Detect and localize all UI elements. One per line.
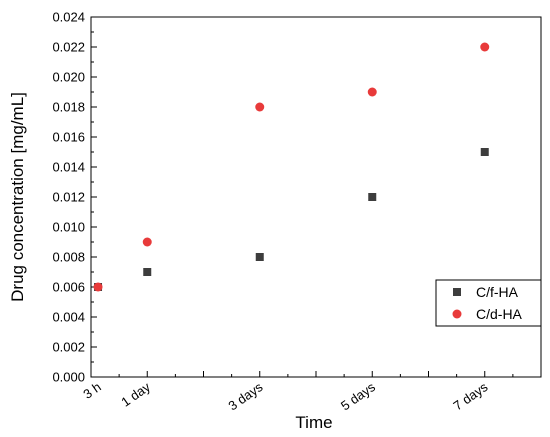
point-c-f-ha [255, 253, 264, 261]
x-tick-label: 5 days [338, 379, 378, 414]
x-tick-label: 7 days [450, 379, 490, 414]
y-tick-label: 0.024 [52, 10, 85, 25]
y-axis: 0.000 0.002 0.004 0.006 0.008 0.010 0.012 0.014… [52, 10, 97, 385]
x-tick-label: 1 day [118, 379, 153, 410]
legend: C/f-HA C/d-HA [435, 279, 542, 327]
legend-marker-c-d-ha [452, 309, 462, 319]
y-tick-label: 0.012 [52, 190, 85, 205]
point-c-d-ha [367, 87, 377, 97]
data-points [93, 42, 490, 292]
y-axis-title: Drug concentration [mg/mL] [8, 92, 27, 302]
point-c-d-ha [255, 102, 265, 112]
y-tick-label: 0.016 [52, 130, 85, 145]
y-tick-label: 0.004 [52, 310, 85, 325]
point-c-f-ha [368, 193, 377, 201]
x-axis-title: Time [295, 413, 332, 432]
point-c-d-ha [480, 42, 490, 52]
y-tick-label: 0.002 [52, 340, 85, 355]
point-c-d-ha [93, 282, 103, 292]
y-tick-label: 0.000 [52, 370, 85, 385]
point-c-f-ha [480, 148, 489, 156]
y-tick-label: 0.020 [52, 70, 85, 85]
y-tick-label: 0.006 [52, 280, 85, 295]
y-tick-label: 0.008 [52, 250, 85, 265]
point-c-f-ha [143, 268, 152, 276]
y-tick-label: 0.010 [52, 220, 85, 235]
y-tick-label: 0.014 [52, 160, 85, 175]
legend-box [435, 279, 542, 327]
y-tick-label: 0.018 [52, 100, 85, 115]
legend-marker-c-f-ha [453, 288, 461, 296]
y-tick-label: 0.022 [52, 40, 85, 55]
x-tick-label: 3 days [225, 379, 265, 414]
legend-label-c-d-ha: C/d-HA [476, 306, 523, 322]
legend-label-c-f-ha: C/f-HA [476, 284, 519, 300]
point-c-d-ha [142, 237, 152, 247]
